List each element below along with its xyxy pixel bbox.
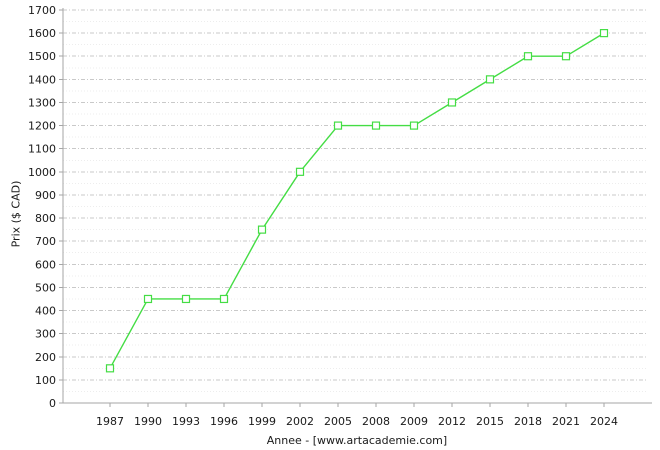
data-point-marker xyxy=(523,52,533,61)
x-tick-label: 2008 xyxy=(362,415,390,428)
y-axis-title: Prix ($ CAD) xyxy=(9,180,23,248)
y-tick-label: 200 xyxy=(35,351,56,364)
data-point-marker xyxy=(333,121,343,130)
data-point-marker xyxy=(371,121,381,130)
data-point-marker xyxy=(447,98,457,107)
y-tick-label: 1100 xyxy=(28,143,56,156)
x-tick-label: 1990 xyxy=(134,415,162,428)
x-tick-label: 1993 xyxy=(172,415,200,428)
y-tick-label: 1200 xyxy=(28,120,56,133)
data-point-marker xyxy=(599,29,609,38)
x-axis-title: Annee - [www.artacademie.com] xyxy=(266,434,448,447)
x-tick-label: 2021 xyxy=(552,415,580,428)
y-tick-label: 1500 xyxy=(28,50,56,63)
data-point-marker xyxy=(105,364,115,373)
y-tick-label: 400 xyxy=(35,305,56,318)
y-tick-label: 1600 xyxy=(28,27,56,40)
y-tick-label: 1000 xyxy=(28,166,56,179)
y-tick-label: 300 xyxy=(35,328,56,341)
y-tick-label: 1400 xyxy=(28,73,56,86)
y-tick-label: 500 xyxy=(35,281,56,294)
x-tick-label: 1987 xyxy=(96,415,124,428)
data-point-marker xyxy=(295,167,305,176)
x-tick-label: 2012 xyxy=(438,415,466,428)
x-tick-label: 2024 xyxy=(590,415,618,428)
data-point-marker xyxy=(219,294,229,304)
y-tick-label: 900 xyxy=(35,189,56,202)
x-tick-label: 1999 xyxy=(248,415,276,428)
x-tick-label: 2009 xyxy=(400,415,428,428)
y-tick-label: 0 xyxy=(49,397,56,410)
x-tick-label: 2005 xyxy=(324,415,352,428)
data-point-marker xyxy=(561,52,571,61)
price-line xyxy=(109,32,605,369)
y-tick-label: 700 xyxy=(35,235,56,248)
data-point-marker xyxy=(485,75,495,84)
y-tick-label: 600 xyxy=(35,258,56,271)
x-tick-label: 2015 xyxy=(476,415,504,428)
y-tick-label: 1300 xyxy=(28,96,56,109)
data-point-marker xyxy=(181,294,191,304)
data-point-marker xyxy=(257,225,267,234)
y-tick-label: 100 xyxy=(35,374,56,387)
y-tick-label: 1700 xyxy=(28,4,56,17)
x-tick-label: 2002 xyxy=(286,415,314,428)
x-tick-label: 2018 xyxy=(514,415,542,428)
data-point-marker xyxy=(409,121,419,130)
x-tick-label: 1996 xyxy=(210,415,238,428)
data-point-marker xyxy=(143,294,153,304)
y-tick-label: 800 xyxy=(35,212,56,225)
